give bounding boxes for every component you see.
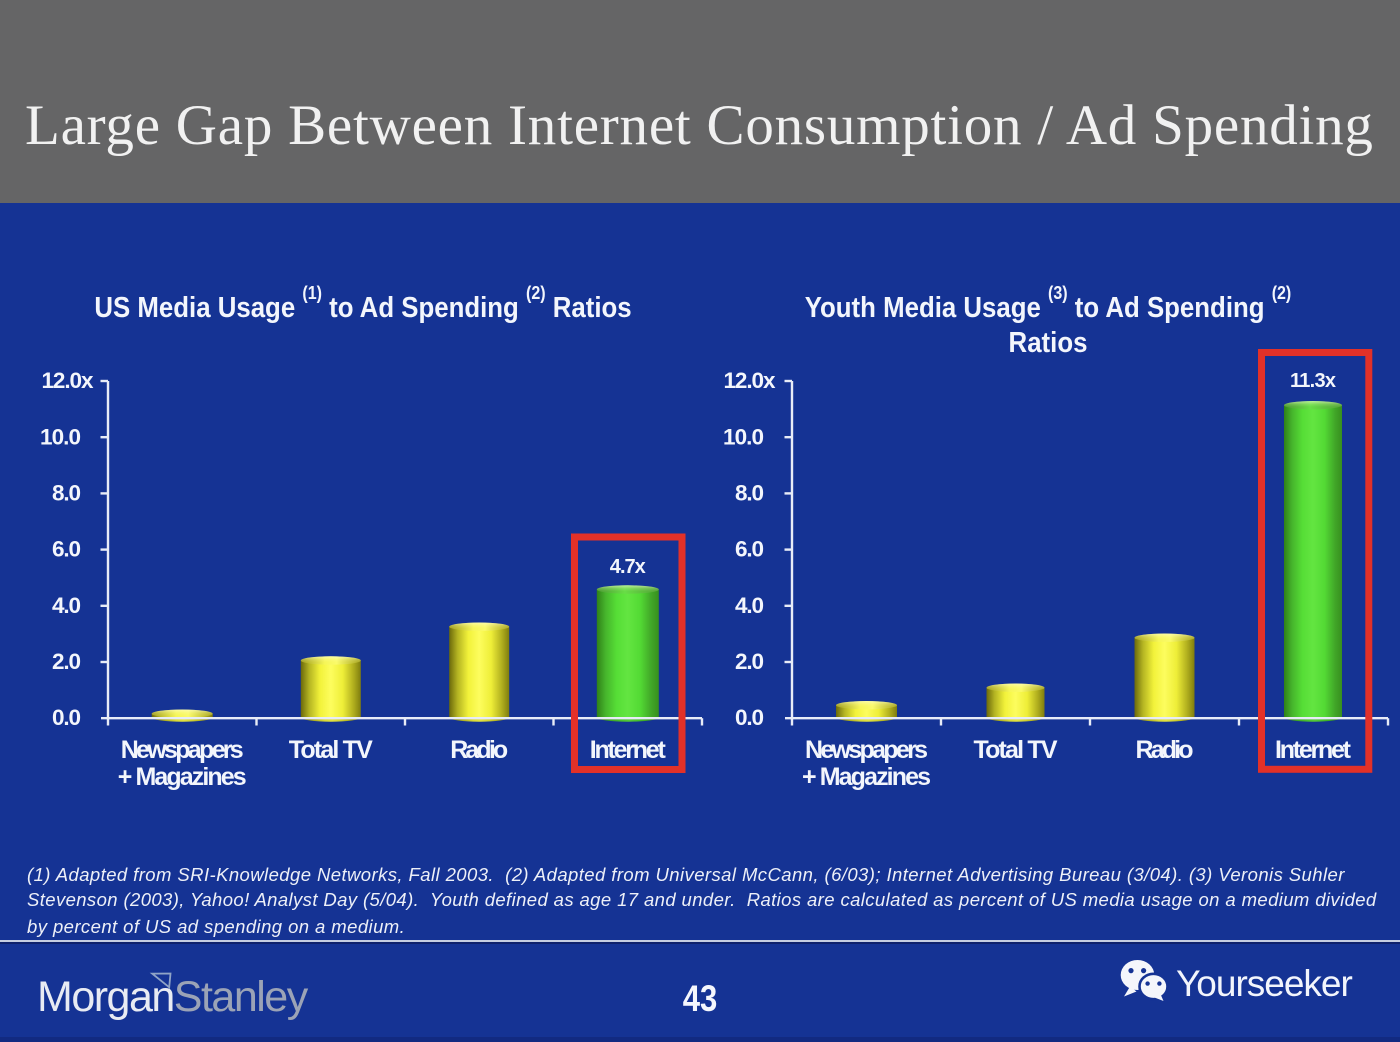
svg-text:8.0: 8.0 xyxy=(735,481,764,506)
svg-text:Radio: Radio xyxy=(1136,736,1194,764)
svg-text:12.0x: 12.0x xyxy=(42,368,94,393)
svg-text:Radio: Radio xyxy=(450,736,508,764)
svg-text:0.0: 0.0 xyxy=(52,705,81,730)
svg-text:10.0: 10.0 xyxy=(40,424,81,449)
svg-text:Total TV: Total TV xyxy=(974,736,1058,764)
svg-text:6.0: 6.0 xyxy=(735,537,764,562)
svg-text:11.3x: 11.3x xyxy=(1290,370,1336,392)
svg-text:2.0: 2.0 xyxy=(735,649,764,674)
svg-text:2.0: 2.0 xyxy=(52,649,81,674)
svg-text:12.0x: 12.0x xyxy=(724,368,776,393)
svg-text:Internet: Internet xyxy=(590,736,667,764)
svg-text:Newspapers: Newspapers xyxy=(121,736,244,764)
svg-text:Internet: Internet xyxy=(1275,736,1352,764)
svg-text:4.7x: 4.7x xyxy=(610,556,646,578)
svg-text:Total TV: Total TV xyxy=(289,736,373,764)
svg-text:4.0: 4.0 xyxy=(735,593,764,618)
svg-text:0.0: 0.0 xyxy=(735,705,764,730)
svg-text:8.0: 8.0 xyxy=(52,481,81,506)
svg-text:Newspapers: Newspapers xyxy=(805,736,928,764)
svg-text:+ Magazines: + Magazines xyxy=(118,763,247,791)
svg-text:+ Magazines: + Magazines xyxy=(802,763,931,791)
svg-text:10.0: 10.0 xyxy=(723,424,764,449)
svg-text:4.0: 4.0 xyxy=(52,593,81,618)
svg-text:6.0: 6.0 xyxy=(52,537,81,562)
